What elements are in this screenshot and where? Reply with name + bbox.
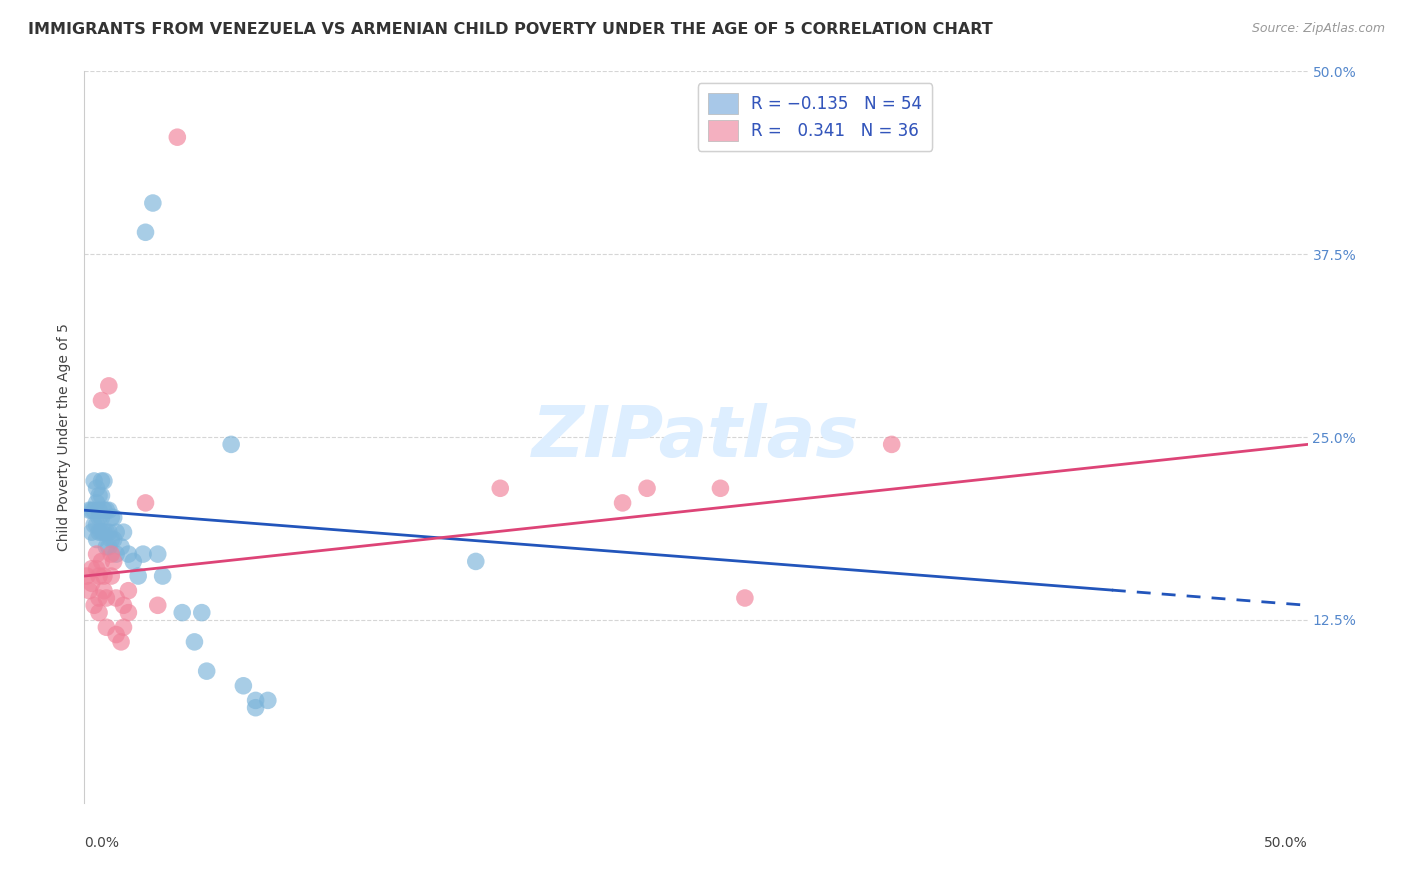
Point — [96, 503, 118, 517]
Point — [734, 591, 756, 605]
Point — [105, 627, 128, 641]
Point — [245, 693, 267, 707]
Point — [105, 547, 128, 561]
Point — [90, 393, 112, 408]
Text: 0.0%: 0.0% — [84, 836, 120, 850]
Point — [87, 510, 110, 524]
Point — [93, 525, 115, 540]
Point — [80, 503, 103, 517]
Point — [76, 569, 98, 583]
Text: IMMIGRANTS FROM VENEZUELA VS ARMENIAN CHILD POVERTY UNDER THE AGE OF 5 CORRELATI: IMMIGRANTS FROM VENEZUELA VS ARMENIAN CH… — [28, 22, 993, 37]
Point — [83, 517, 105, 532]
Point — [112, 599, 135, 613]
Point — [135, 496, 157, 510]
Point — [172, 606, 194, 620]
Point — [93, 583, 115, 598]
Point — [195, 664, 218, 678]
Point — [96, 540, 118, 554]
Point — [152, 569, 174, 583]
Text: 50.0%: 50.0% — [1264, 836, 1308, 850]
Point — [83, 474, 105, 488]
Point — [97, 525, 120, 540]
Point — [100, 547, 122, 561]
Point — [709, 481, 731, 495]
Point — [83, 503, 105, 517]
Point — [93, 569, 115, 583]
Point — [464, 554, 486, 568]
Point — [80, 525, 103, 540]
Point — [132, 547, 155, 561]
Point — [100, 510, 122, 524]
Point — [219, 437, 242, 451]
Point — [146, 547, 169, 561]
Point — [880, 437, 903, 451]
Point — [93, 474, 115, 488]
Point — [100, 533, 122, 547]
Point — [110, 635, 132, 649]
Point — [105, 525, 128, 540]
Point — [80, 562, 103, 576]
Y-axis label: Child Poverty Under the Age of 5: Child Poverty Under the Age of 5 — [58, 323, 72, 551]
Point — [97, 379, 120, 393]
Point — [142, 196, 165, 211]
Point — [103, 533, 125, 547]
Text: ZIPatlas: ZIPatlas — [533, 402, 859, 472]
Point — [86, 562, 108, 576]
Point — [135, 225, 157, 239]
Point — [103, 554, 125, 568]
Point — [103, 510, 125, 524]
Point — [93, 503, 115, 517]
Point — [191, 606, 214, 620]
Point — [86, 547, 108, 561]
Point — [87, 503, 110, 517]
Point — [166, 130, 188, 145]
Point — [90, 554, 112, 568]
Point — [87, 525, 110, 540]
Point — [122, 554, 145, 568]
Point — [90, 489, 112, 503]
Point — [612, 496, 634, 510]
Point — [80, 576, 103, 591]
Point — [105, 591, 128, 605]
Point — [117, 547, 139, 561]
Point — [96, 525, 118, 540]
Point — [87, 606, 110, 620]
Point — [97, 540, 120, 554]
Point — [77, 503, 100, 517]
Point — [86, 496, 108, 510]
Point — [183, 635, 205, 649]
Point — [77, 583, 100, 598]
Point — [117, 606, 139, 620]
Legend: R = −0.135   N = 54, R =   0.341   N = 36: R = −0.135 N = 54, R = 0.341 N = 36 — [697, 83, 932, 151]
Point — [232, 679, 254, 693]
Point — [83, 599, 105, 613]
Point — [86, 517, 108, 532]
Point — [117, 583, 139, 598]
Point — [100, 569, 122, 583]
Point — [87, 569, 110, 583]
Point — [96, 620, 118, 634]
Point — [146, 599, 169, 613]
Point — [90, 525, 112, 540]
Point — [90, 510, 112, 524]
Point — [489, 481, 512, 495]
Point — [86, 533, 108, 547]
Text: Source: ZipAtlas.com: Source: ZipAtlas.com — [1251, 22, 1385, 36]
Point — [87, 489, 110, 503]
Point — [87, 591, 110, 605]
Point — [636, 481, 658, 495]
Point — [245, 700, 267, 714]
Point — [96, 591, 118, 605]
Point — [90, 474, 112, 488]
Point — [127, 569, 149, 583]
Point — [97, 503, 120, 517]
Point — [112, 525, 135, 540]
Point — [110, 540, 132, 554]
Point — [112, 620, 135, 634]
Point — [86, 481, 108, 495]
Point — [257, 693, 280, 707]
